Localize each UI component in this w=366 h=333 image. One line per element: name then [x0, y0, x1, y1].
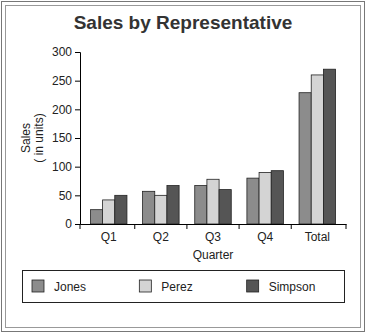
- inner-frame: [6, 6, 361, 328]
- x-tick: Q3: [205, 224, 221, 244]
- bar: [271, 171, 283, 224]
- y-axis: 0 50 100 150 200 250 300: [52, 45, 81, 231]
- bar: [311, 75, 323, 224]
- y-tick-mark: [75, 138, 80, 139]
- y-tick-label: 250: [52, 74, 72, 88]
- legend-swatch: [32, 280, 44, 292]
- legend-swatch: [247, 280, 259, 292]
- legend-label: Perez: [161, 280, 192, 294]
- y-tick-mark: [75, 167, 80, 168]
- y-tick-mark: [75, 224, 80, 225]
- y-tick: 300: [52, 45, 80, 59]
- x-separator: [186, 224, 187, 229]
- y-tick: 100: [52, 160, 80, 174]
- y-tick-mark: [75, 109, 80, 110]
- legend-label: Jones: [54, 280, 86, 294]
- x-separator: [346, 224, 347, 229]
- bar: [90, 210, 102, 224]
- y-tick-label: 100: [52, 160, 72, 174]
- bar: [247, 178, 259, 224]
- y-tick-label: 200: [52, 103, 72, 117]
- x-axis-line: [81, 224, 347, 225]
- bar: [155, 195, 167, 224]
- bar: [207, 179, 219, 224]
- x-tick: Q4: [257, 224, 273, 244]
- x-tick-label: Q1: [101, 230, 117, 244]
- y-tick-label: 0: [65, 217, 72, 231]
- y-axis-title: ( in units): [32, 113, 46, 162]
- y-tick: 250: [52, 74, 80, 88]
- y-tick-mark: [75, 195, 80, 196]
- bar: [323, 69, 335, 224]
- y-axis-title: Sales: [19, 123, 33, 153]
- chart: Sales by Representative 0 50 100 150 200 250 30…: [0, 0, 366, 333]
- bar: [195, 186, 207, 224]
- x-tick: Total: [305, 224, 330, 244]
- x-axis: Q1 Q2 Q3 Q4 Total: [81, 224, 347, 244]
- legend-swatch: [139, 280, 151, 292]
- legend: Jones Perez Simpson: [23, 271, 345, 303]
- x-separator: [134, 224, 135, 229]
- x-tick: Q1: [101, 224, 117, 244]
- bar: [299, 93, 311, 224]
- y-tick: 50: [59, 189, 80, 203]
- y-tick-mark: [75, 52, 80, 53]
- x-tick-label: Total: [305, 230, 330, 244]
- x-separator: [291, 224, 292, 229]
- bars: [90, 69, 335, 224]
- y-tick-label: 150: [52, 131, 72, 145]
- y-tick: 200: [52, 103, 80, 117]
- outer-frame: [2, 2, 365, 332]
- legend-box: [23, 271, 345, 303]
- y-tick-mark: [75, 81, 80, 82]
- y-tick-label: 300: [52, 45, 72, 59]
- x-separator: [239, 224, 240, 229]
- bar: [143, 191, 155, 224]
- x-axis-title: Quarter: [193, 248, 234, 262]
- y-tick-label: 50: [59, 189, 73, 203]
- x-tick-label: Q3: [205, 230, 221, 244]
- legend-label: Simpson: [269, 280, 316, 294]
- bar: [219, 190, 231, 224]
- bar: [103, 200, 115, 224]
- x-tick-label: Q2: [153, 230, 169, 244]
- bar: [115, 195, 127, 224]
- x-tick: Q2: [153, 224, 169, 244]
- title: Sales by Representative: [74, 12, 293, 33]
- bar: [259, 172, 271, 224]
- x-tick-label: Q4: [257, 230, 273, 244]
- y-tick: 0: [65, 217, 80, 231]
- y-axis-line: [75, 53, 81, 225]
- bar: [167, 186, 179, 224]
- y-tick: 150: [52, 131, 80, 145]
- x-separator: [80, 224, 81, 229]
